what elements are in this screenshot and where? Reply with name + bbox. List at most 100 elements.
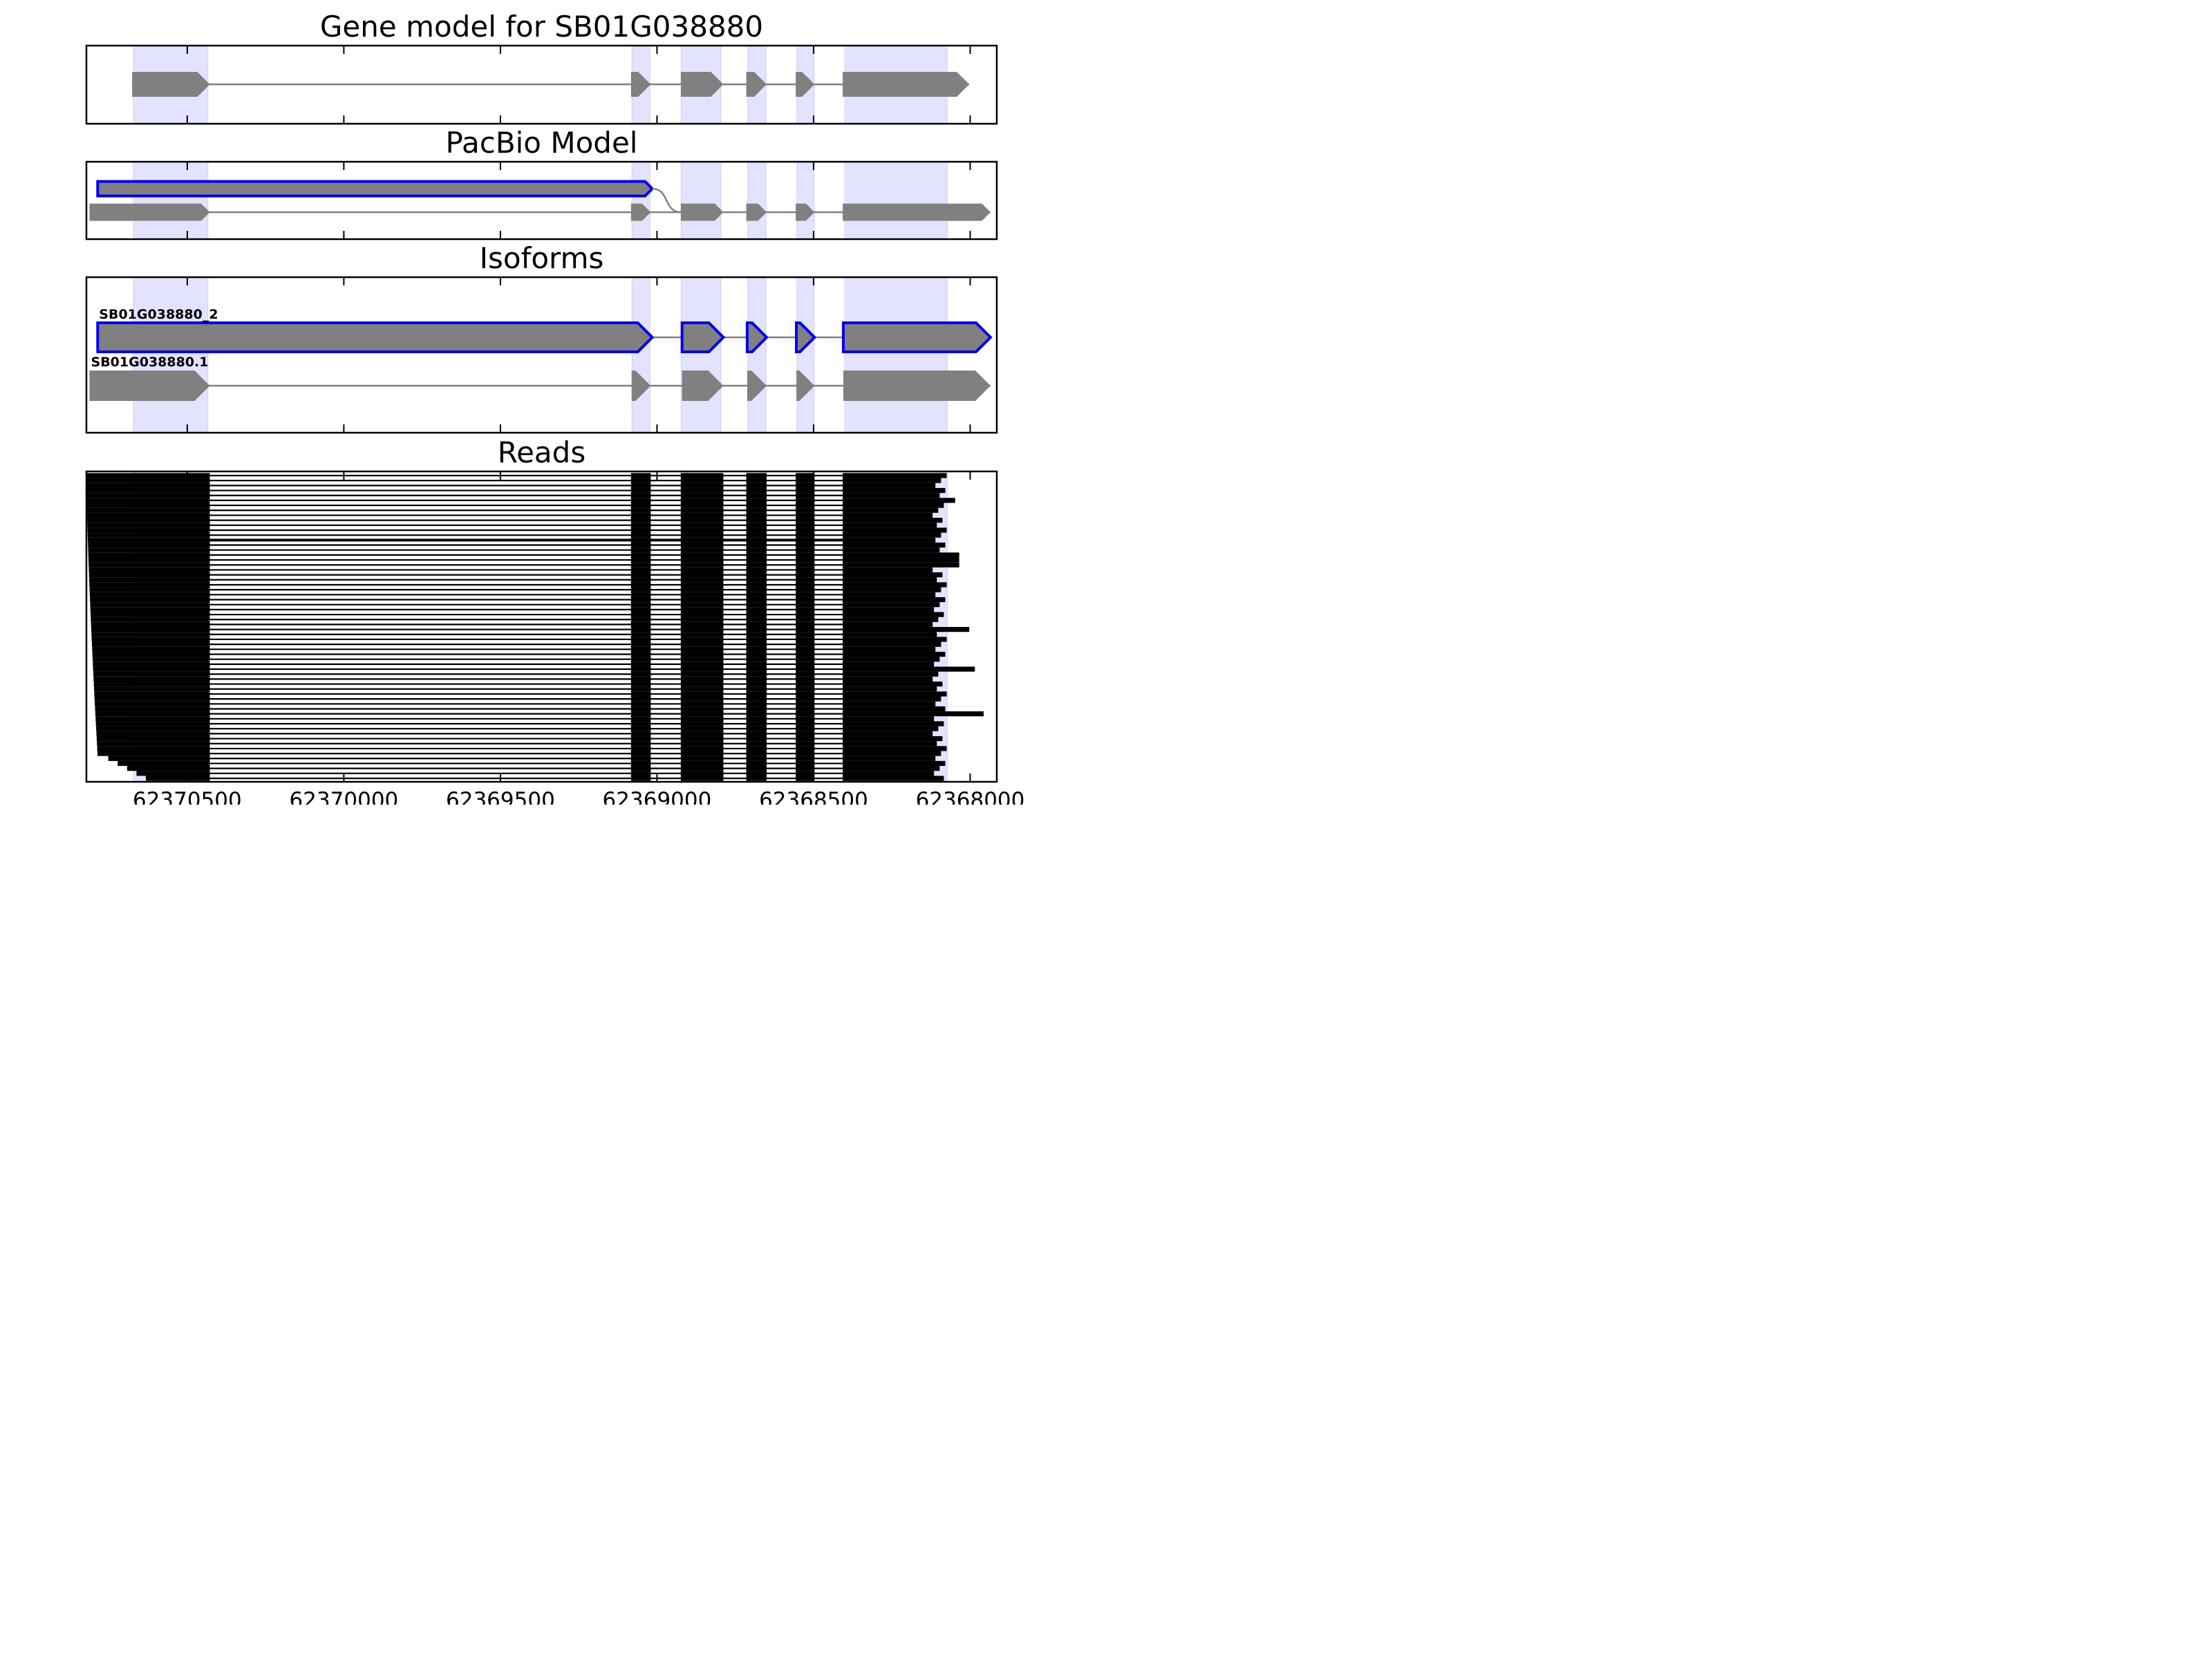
- read-block-60-3: [746, 771, 767, 776]
- read-block-11-2: [680, 527, 724, 533]
- read-block-31-0: [91, 626, 210, 632]
- read-block-13-2: [680, 537, 724, 543]
- read-block-28-1: [630, 612, 651, 617]
- read-block-41-5: [843, 676, 933, 682]
- read-block-45-2: [680, 696, 724, 702]
- isoforms-isoform-label-1: SB01G038880.1: [91, 355, 209, 370]
- read-block-50-4: [796, 721, 815, 727]
- x-tick-label-1: 62370000: [290, 788, 399, 805]
- read-block-20-4: [796, 572, 815, 578]
- read-block-37-1: [630, 657, 651, 662]
- read-block-11-5: [843, 527, 947, 533]
- read-block-36-5: [843, 651, 946, 657]
- read-block-25-4: [796, 597, 815, 603]
- read-block-22-3: [746, 582, 767, 588]
- read-block-44-1: [630, 691, 651, 697]
- x-tick-label-2: 62369500: [446, 788, 555, 805]
- read-block-57-4: [796, 756, 815, 761]
- read-block-2-0: [86, 482, 210, 488]
- read-block-48-5: [843, 711, 984, 717]
- isoforms-exon-highlight-4: [796, 276, 815, 433]
- read-block-14-5: [843, 542, 946, 548]
- read-block-19-1: [630, 567, 651, 573]
- isoforms-exon-1-3: [747, 371, 767, 401]
- pacbio_model-exon-1-5: [843, 203, 991, 221]
- read-block-52-1: [630, 731, 651, 736]
- read-block-55-4: [796, 746, 815, 751]
- read-block-23-2: [680, 587, 724, 592]
- read-block-50-1: [630, 721, 651, 727]
- read-block-20-3: [746, 572, 767, 578]
- read-block-29-2: [680, 617, 724, 622]
- read-block-12-2: [680, 532, 724, 538]
- read-block-3-0: [86, 487, 210, 494]
- read-block-20-1: [630, 572, 651, 578]
- read-block-38-0: [93, 662, 210, 667]
- read-block-1-0: [86, 478, 210, 483]
- read-block-25-0: [90, 597, 210, 603]
- read-block-8-4: [796, 512, 815, 518]
- pacbio_model-exon-1-1: [630, 203, 651, 221]
- read-block-57-3: [746, 756, 767, 761]
- read-block-48-2: [680, 711, 724, 717]
- read-block-6-4: [796, 503, 815, 508]
- read-block-59-2: [680, 766, 724, 771]
- read-block-23-0: [89, 587, 210, 592]
- pacbio_model-exon-1-3: [746, 203, 767, 221]
- read-block-45-4: [796, 696, 815, 702]
- read-block-49-1: [630, 716, 651, 722]
- read-block-45-5: [843, 696, 941, 702]
- read-block-47-3: [746, 706, 767, 712]
- isoforms-panel-title: Isoforms: [480, 241, 604, 275]
- read-block-55-2: [680, 746, 724, 751]
- read-block-16-5: [843, 552, 959, 558]
- read-block-18-2: [680, 562, 724, 568]
- read-block-22-4: [796, 582, 815, 588]
- read-block-56-3: [746, 751, 767, 756]
- read-block-2-5: [843, 482, 936, 488]
- read-block-53-1: [630, 735, 651, 742]
- read-block-42-3: [746, 681, 767, 687]
- read-block-39-0: [93, 666, 210, 672]
- pacbio_model-panel-title: PacBio Model: [446, 126, 638, 160]
- read-block-9-4: [796, 518, 815, 523]
- read-block-36-3: [746, 651, 767, 657]
- read-block-54-2: [680, 741, 724, 747]
- read-block-30-5: [843, 621, 933, 628]
- read-block-1-3: [746, 478, 767, 483]
- read-block-47-0: [95, 706, 210, 712]
- read-block-29-3: [746, 617, 767, 622]
- read-block-48-0: [95, 711, 210, 717]
- read-block-32-2: [680, 632, 724, 637]
- pacbio_model-panel-frame: [85, 160, 998, 241]
- read-block-15-5: [843, 547, 940, 553]
- read-block-6-1: [630, 503, 651, 508]
- read-block-35-5: [843, 646, 936, 652]
- read-block-11-0: [87, 527, 210, 533]
- read-block-38-5: [843, 662, 935, 667]
- pacbio_model-exon-highlight-5: [844, 161, 948, 240]
- read-block-19-2: [680, 567, 724, 573]
- read-block-19-4: [796, 567, 815, 573]
- read-block-28-0: [91, 612, 210, 617]
- read-block-18-5: [843, 562, 959, 568]
- read-block-34-4: [796, 641, 815, 647]
- read-block-40-4: [796, 671, 815, 677]
- read-block-58-1: [630, 760, 651, 767]
- read-block-33-0: [91, 637, 210, 642]
- read-block-61-1: [630, 776, 651, 781]
- read-block-17-0: [88, 557, 210, 563]
- read-block-37-2: [680, 657, 724, 662]
- read-block-33-4: [796, 637, 815, 642]
- read-block-16-4: [796, 552, 815, 558]
- read-block-30-3: [746, 621, 767, 628]
- read-block-46-5: [843, 701, 936, 706]
- read-block-12-3: [746, 532, 767, 538]
- read-block-39-2: [680, 666, 724, 672]
- read-block-45-1: [630, 696, 651, 702]
- read-block-43-1: [630, 686, 651, 692]
- read-block-12-1: [630, 532, 651, 538]
- read-block-52-3: [746, 731, 767, 736]
- read-block-24-0: [89, 592, 210, 597]
- chart-svg: SB01G038880.1 SB01G038880_2 Gene model for…: [85, 10, 1024, 813]
